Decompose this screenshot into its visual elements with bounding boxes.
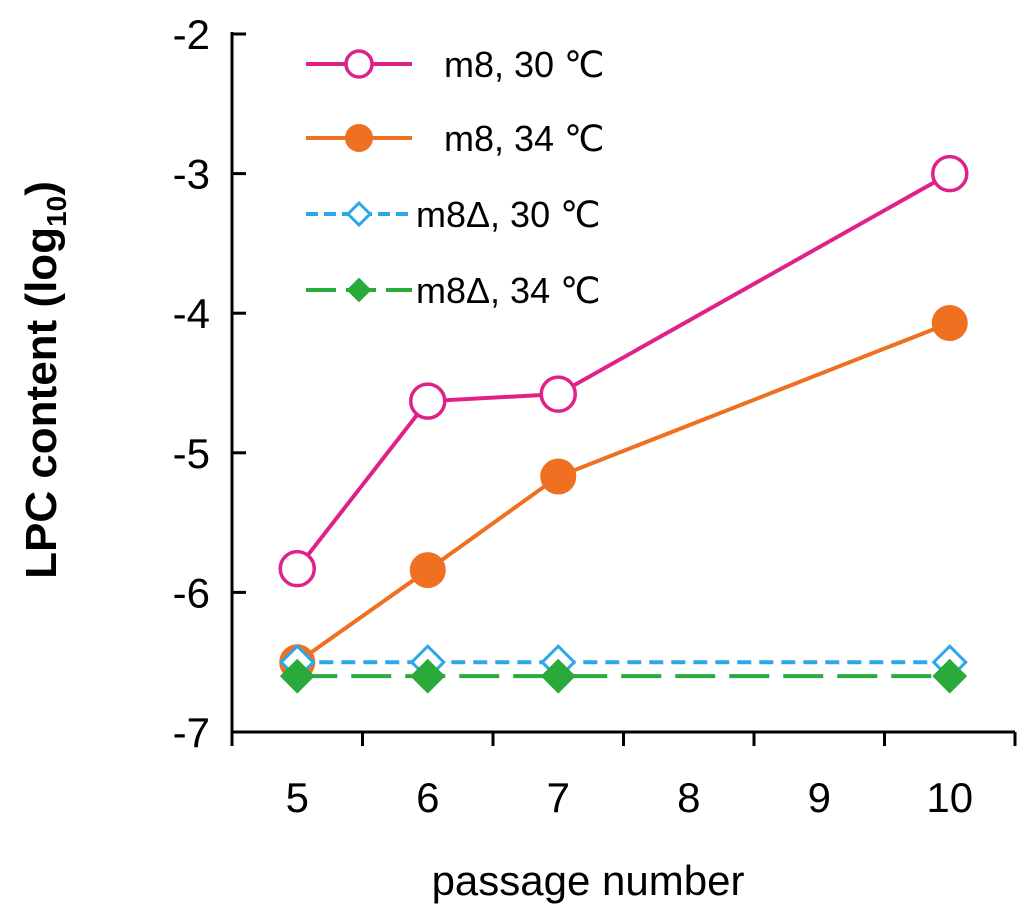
- data-point: [540, 458, 577, 495]
- series-group: [278, 154, 969, 588]
- legend: m8, 30 ℃ m8, 34 ℃ m8Δ, 30 ℃ m8Δ, 34 ℃: [306, 44, 605, 311]
- data-point: [539, 375, 577, 413]
- y-tick-label: -7: [173, 709, 210, 756]
- x-tick-label: 7: [547, 774, 570, 821]
- x-tick-label: 9: [808, 774, 831, 821]
- y-ticks: -2 -3 -4 -5 -6 -7: [173, 11, 246, 756]
- legend-swatch-marker: [344, 49, 374, 79]
- x-tick-label: 6: [416, 774, 439, 821]
- legend-swatch-marker: [345, 200, 373, 228]
- legend-label: m8Δ, 30 ℃: [416, 194, 601, 235]
- x-tick-label: 10: [926, 774, 973, 821]
- y-axis-title-subscript: 10: [41, 196, 72, 227]
- legend-item: m8, 30 ℃: [306, 44, 605, 85]
- series-line: [296, 321, 951, 664]
- legend-label: m8, 30 ℃: [444, 44, 605, 85]
- y-tick-label: -3: [173, 151, 210, 198]
- data-point: [409, 382, 447, 420]
- data-point: [540, 658, 576, 694]
- data-point: [410, 658, 446, 694]
- data-point: [931, 304, 968, 341]
- data-point: [931, 154, 969, 193]
- data-point: [409, 552, 446, 589]
- legend-swatch-marker: [346, 277, 372, 303]
- x-axis-title: passage number: [432, 857, 745, 904]
- series: [278, 154, 969, 694]
- data-point: [279, 658, 315, 694]
- series-line: [295, 171, 951, 570]
- legend-swatch-marker: [345, 124, 373, 152]
- y-tick-label: -5: [173, 430, 210, 477]
- x-tick-label: 8: [677, 774, 700, 821]
- legend-label: m8Δ, 34 ℃: [416, 270, 601, 311]
- series-group: [279, 658, 968, 694]
- y-axis-title: LPC content (log10): [17, 181, 72, 579]
- legend-item: m8Δ, 34 ℃: [306, 270, 601, 311]
- y-axis-title-main: LPC content (log: [17, 227, 66, 579]
- data-point: [932, 658, 968, 694]
- y-tick-label: -4: [173, 290, 210, 337]
- legend-item: m8Δ, 30 ℃: [306, 194, 601, 235]
- series-group: [279, 304, 968, 681]
- y-tick-label: -2: [173, 11, 210, 58]
- y-axis-title-suffix: ): [17, 181, 66, 196]
- y-tick-label: -6: [173, 569, 210, 616]
- series-group: [279, 644, 968, 681]
- legend-label: m8, 34 ℃: [444, 118, 605, 159]
- legend-item: m8, 34 ℃: [306, 118, 605, 159]
- data-point: [278, 549, 316, 588]
- x-ticks: 5 6 7 8 9 10: [230, 732, 1017, 821]
- x-tick-label: 5: [286, 774, 309, 821]
